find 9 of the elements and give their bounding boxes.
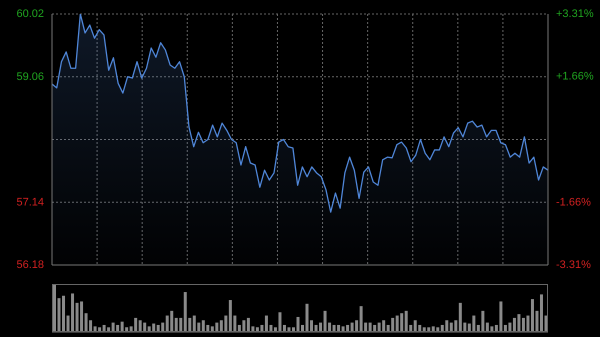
y-tick-label: 60.02 bbox=[16, 8, 44, 20]
y-tick-label: 59.06 bbox=[16, 70, 44, 83]
y2-tick-label: +1.66% bbox=[556, 70, 594, 83]
y2-tick-label: +3.31% bbox=[556, 8, 594, 20]
y2-tick-label: -1.66% bbox=[556, 196, 592, 208]
y2-tick-label: -3.31% bbox=[556, 259, 592, 271]
bar bbox=[540, 294, 543, 332]
y-tick-label: 56.18 bbox=[16, 259, 44, 271]
y-tick-label: 57.14 bbox=[16, 196, 44, 208]
